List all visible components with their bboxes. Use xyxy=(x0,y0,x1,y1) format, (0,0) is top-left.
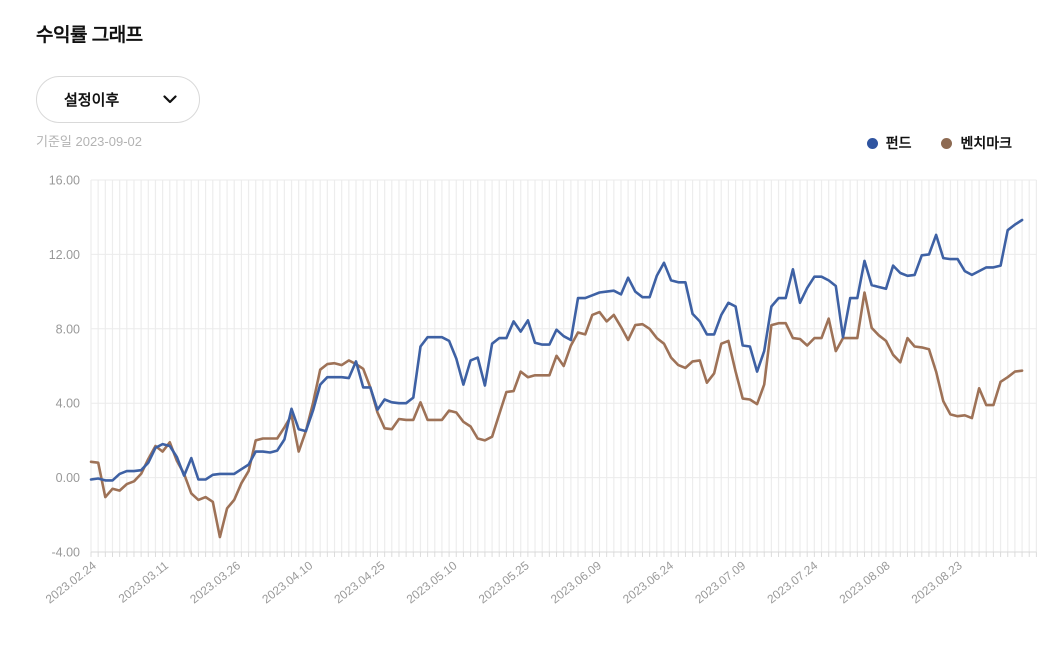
x-axis-label: 2023.04.10 xyxy=(259,558,315,606)
fund-dot-icon xyxy=(866,137,878,149)
fund-line xyxy=(89,218,1024,482)
period-dropdown[interactable]: 설정이후 xyxy=(36,76,200,123)
y-axis-label: 0.00 xyxy=(56,471,80,485)
benchmark-dot-icon xyxy=(941,137,953,149)
x-axis-label: 2023.06.24 xyxy=(620,558,676,606)
x-axis-label: 2023.07.09 xyxy=(692,558,748,606)
y-axis-label: 4.00 xyxy=(56,397,80,411)
x-axis-label: 2023.03.26 xyxy=(187,558,243,606)
x-axis-label: 2023.05.25 xyxy=(476,558,532,606)
baseline-date: 기준일 2023-09-02 xyxy=(36,134,142,149)
x-axis-label: 2023.02.24 xyxy=(43,558,99,606)
y-axis-label: 8.00 xyxy=(56,322,80,336)
legend-label-fund: 펀드 xyxy=(885,135,912,151)
x-axis-label: 2023.08.23 xyxy=(909,558,965,606)
period-dropdown-value: 설정이후 xyxy=(64,92,120,109)
y-axis-label: 12.00 xyxy=(49,248,80,262)
y-axis-label: -4.00 xyxy=(52,546,81,560)
x-axis-label: 2023.04.25 xyxy=(332,558,388,606)
x-axis-label: 2023.06.09 xyxy=(548,558,604,606)
x-axis-label: 2023.08.08 xyxy=(837,558,893,606)
page-title: 수익률 그래프 xyxy=(36,25,143,46)
y-axis-label: 16.00 xyxy=(49,174,80,188)
x-axis-label: 2023.05.10 xyxy=(404,558,460,606)
legend-item-benchmark[interactable]: 벤치마크 xyxy=(941,133,1012,153)
chevron-down-icon xyxy=(163,95,177,104)
chart-legend: 펀드 벤치마크 xyxy=(866,133,1012,153)
chart-area: 16.00 12.00 8.00 4.00 0.00 -4.00 2023.02.24 202… xyxy=(0,168,1063,666)
x-axis-label: 2023.03.11 xyxy=(116,558,172,606)
x-axis-label: 2023.07.24 xyxy=(764,558,820,606)
legend-item-fund[interactable]: 펀드 xyxy=(866,133,912,153)
legend-label-benchmark: 벤치마크 xyxy=(960,135,1012,151)
benchmark-line xyxy=(89,291,1024,539)
